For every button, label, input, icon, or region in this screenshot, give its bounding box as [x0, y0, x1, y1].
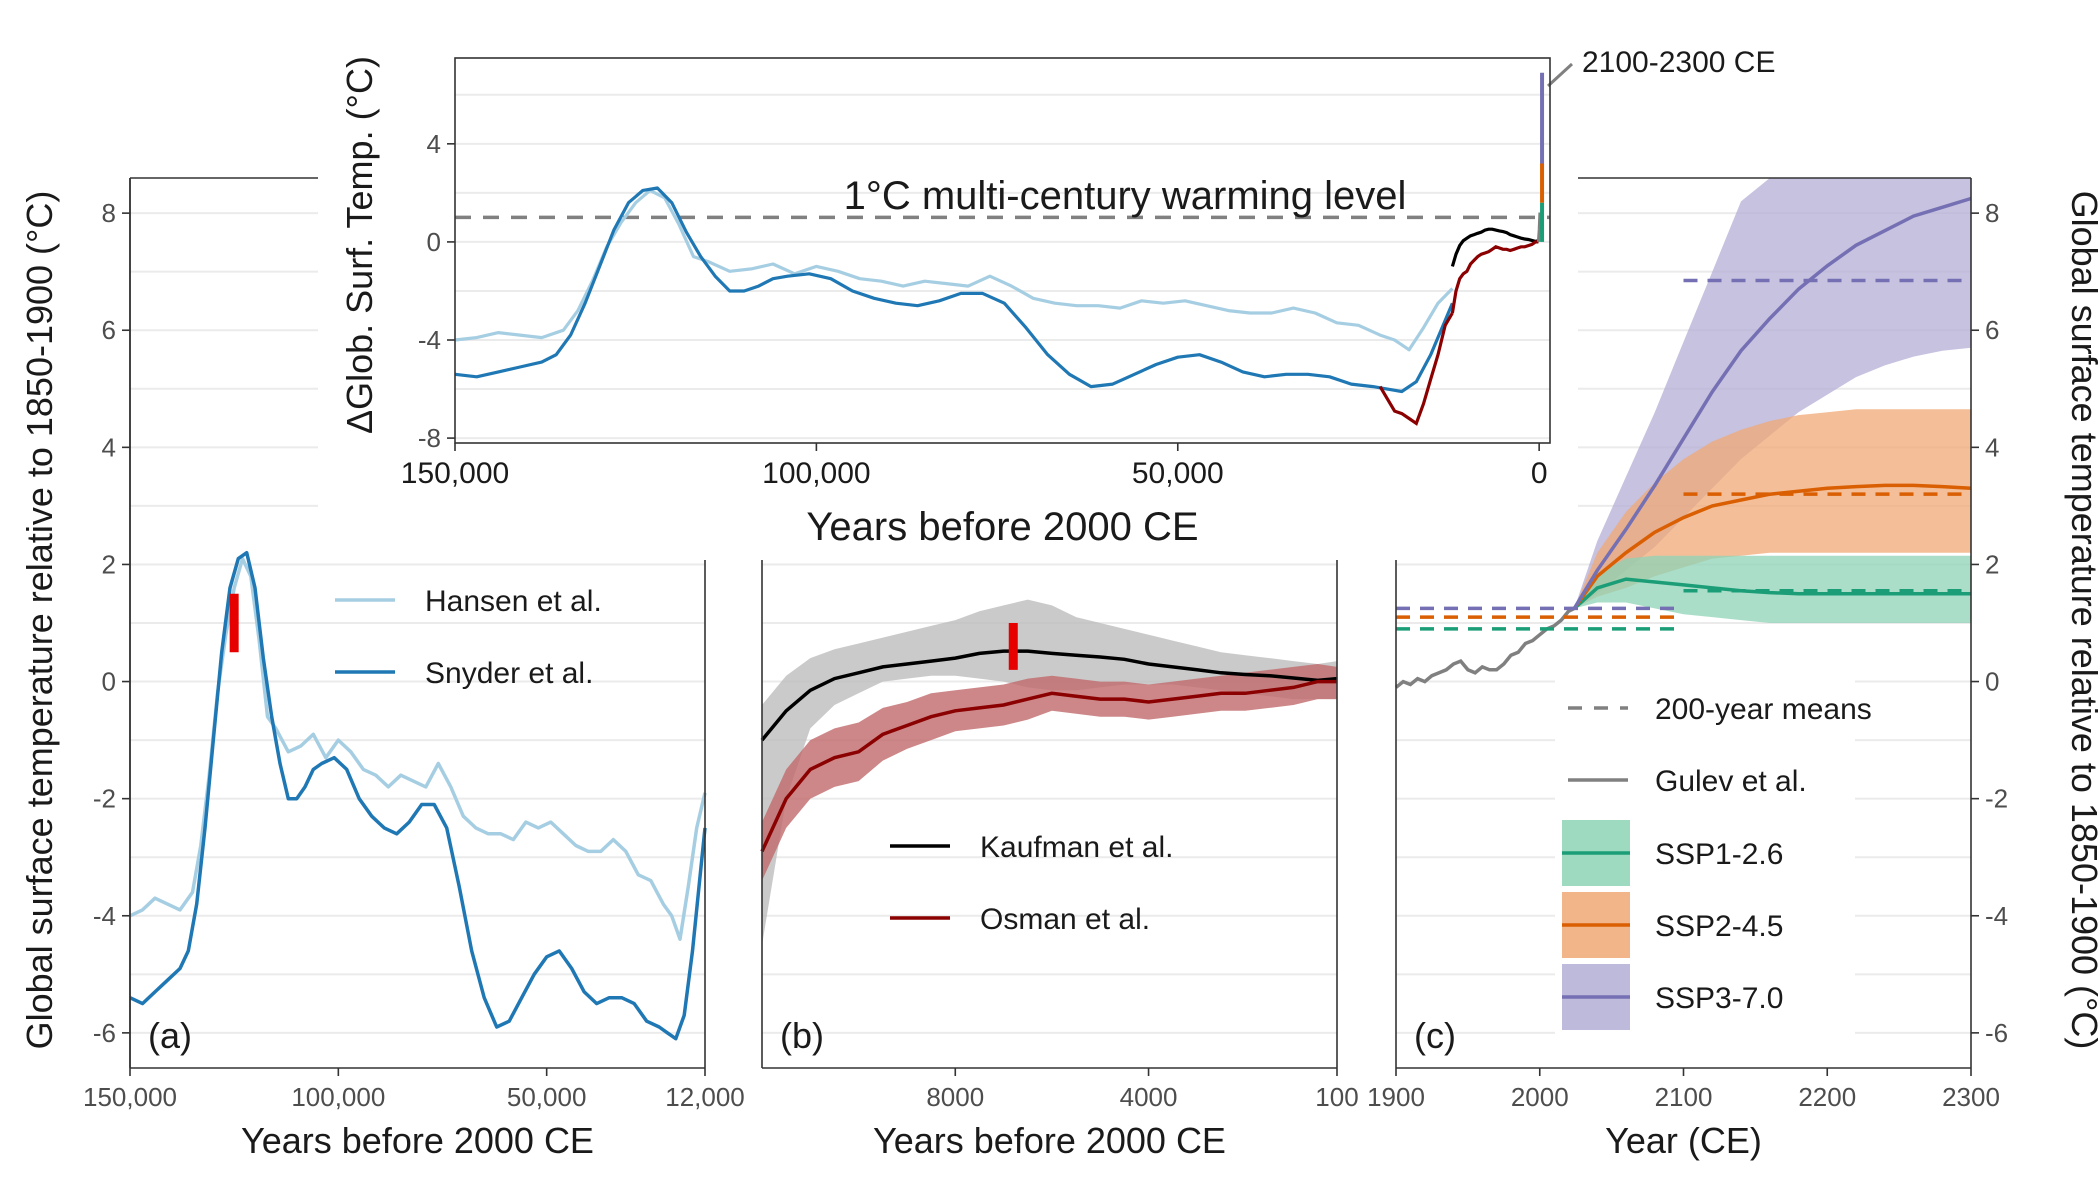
legend-label: Hansen et al.	[425, 585, 602, 618]
inset-y-tick-label: 0	[427, 227, 441, 257]
inset-line-Kaufman et al.	[1450, 227, 1539, 267]
x-axis-label: Year (CE)	[1605, 1120, 1762, 1161]
x-tick-label: 50,000	[507, 1082, 587, 1112]
y-tick-label: -6	[93, 1018, 116, 1048]
legend-label: 200-year means	[1655, 693, 1872, 726]
y-tick-label: 2	[102, 549, 116, 579]
annotation-label: 2100-2300 CE	[1582, 46, 1775, 79]
panel-label: (a)	[148, 1015, 192, 1056]
inset-y-tick-label: -8	[418, 423, 441, 453]
x-tick-label: 100	[1315, 1082, 1358, 1112]
y-tick-label-right: -2	[1985, 784, 2008, 814]
inset-x-tick-label: 150,000	[401, 457, 509, 490]
y-tick-label-right: 0	[1985, 667, 1999, 697]
x-tick-label: 2300	[1942, 1082, 2000, 1112]
annotation-leader	[1546, 62, 1574, 88]
panel-label: (c)	[1414, 1015, 1456, 1056]
x-tick-label: 150,000	[83, 1082, 177, 1112]
x-tick-label: 8000	[926, 1082, 984, 1112]
series-line-SSP3-7.0	[1572, 196, 1972, 610]
x-axis-label: Years before 2000 CE	[241, 1120, 594, 1161]
inset-x-tick-label: 0	[1531, 457, 1548, 490]
x-tick-label: 2200	[1798, 1082, 1856, 1112]
legend-label: SSP2-4.5	[1655, 910, 1783, 943]
y-axis-label-right: Global surface temperature relative to 1…	[2064, 191, 2100, 1050]
series-line-Kaufman et al.	[760, 649, 1338, 742]
legend-label: Osman et al.	[980, 903, 1150, 936]
inset-x-tick-label: 100,000	[762, 457, 870, 490]
inset-line-Snyder et al.	[454, 186, 1454, 394]
y-tick-label: 6	[102, 315, 116, 345]
x-tick-label: 1900	[1367, 1082, 1425, 1112]
y-tick-label-right: 8	[1985, 198, 1999, 228]
inset-background	[318, 0, 1578, 560]
y-tick-label: 8	[102, 198, 116, 228]
panel-label: (b)	[780, 1015, 824, 1056]
inset-line-osman-deglacial	[1378, 312, 1454, 426]
uncertainty-band-SSP1-2.6	[1574, 555, 1971, 623]
x-tick-label: 12,000	[665, 1082, 745, 1112]
x-tick-label: 100,000	[291, 1082, 385, 1112]
y-tick-label-right: -4	[1985, 901, 2008, 931]
series-line-SSP2-4.5	[1572, 483, 1972, 610]
y-tick-label: -2	[93, 784, 116, 814]
inset-frame	[454, 57, 1551, 444]
y-tick-label-right: 2	[1985, 549, 1999, 579]
y-tick-label: 4	[102, 432, 116, 462]
series-line-SSP1-2.6	[1573, 577, 1971, 610]
series-line-Gulev et al.	[1394, 606, 1576, 689]
series-line-Osman et al.	[760, 679, 1337, 853]
legend-label: Gulev et al.	[1655, 765, 1807, 798]
legend-label: SSP3-7.0	[1655, 982, 1783, 1015]
inset-y-axis-label: ΔGlob. Surf. Temp. (°C)	[339, 56, 380, 434]
reference-line-label: 1°C multi-century warming level	[844, 174, 1407, 218]
y-tick-label-right: -6	[1985, 1018, 2008, 1048]
inset-x-axis-label: Years before 2000 CE	[806, 505, 1198, 549]
x-tick-label: 2100	[1655, 1082, 1713, 1112]
inset-line-Osman et al.	[1450, 240, 1539, 314]
y-tick-label: 0	[102, 667, 116, 697]
legend-label: Snyder et al.	[425, 657, 593, 690]
inset-x-tick-label: 50,000	[1132, 457, 1224, 490]
x-tick-label: 2000	[1511, 1082, 1569, 1112]
x-tick-label: 4000	[1120, 1082, 1178, 1112]
inset-line-Hansen et al.	[454, 188, 1454, 352]
y-tick-label: -4	[93, 901, 116, 931]
series-line-Snyder et al.	[129, 550, 707, 1041]
legend-label: Kaufman et al.	[980, 831, 1173, 864]
inset-y-tick-label: -4	[418, 325, 441, 355]
uncertainty-band-Osman et al.	[762, 664, 1337, 881]
y-axis-label-left: Global surface temperature relative to 1…	[19, 191, 60, 1050]
y-tick-label-right: 4	[1985, 432, 1999, 462]
inset-line-gulev	[1536, 212, 1542, 242]
y-tick-label-right: 6	[1985, 315, 1999, 345]
inset-y-tick-label: 4	[427, 129, 441, 159]
legend-label: SSP1-2.6	[1655, 838, 1783, 871]
x-axis-label: Years before 2000 CE	[873, 1120, 1226, 1161]
series-line-Hansen et al.	[129, 556, 707, 941]
